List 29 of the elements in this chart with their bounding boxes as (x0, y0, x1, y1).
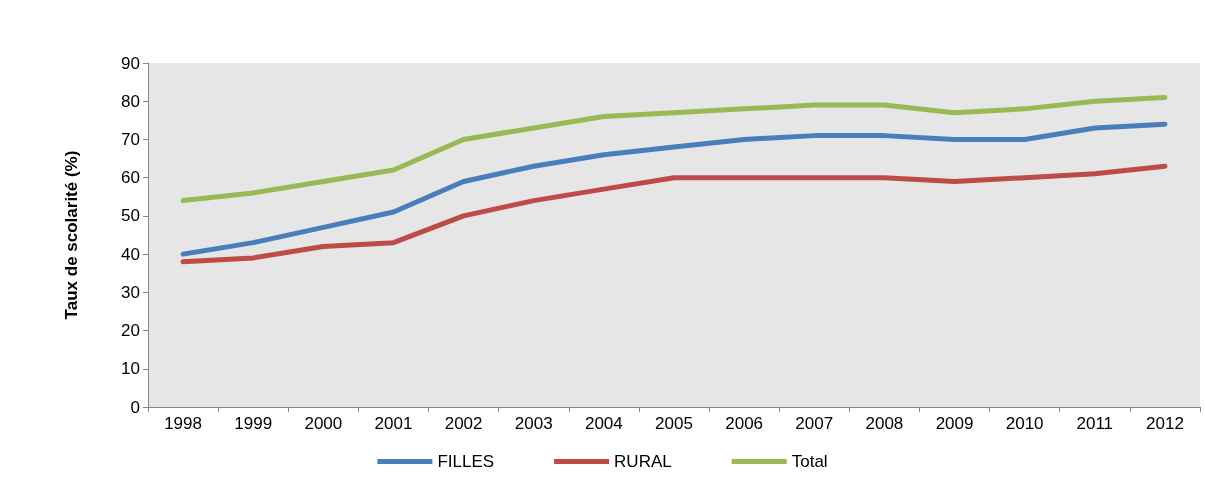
y-tick-label: 0 (130, 397, 140, 417)
y-tick-label: 50 (121, 206, 140, 226)
y-tick-label: 40 (121, 244, 140, 264)
x-tick-label: 2006 (725, 414, 764, 433)
x-tick-label: 2004 (584, 414, 623, 433)
x-tick-label: 2005 (655, 414, 693, 433)
x-tick-label: 1999 (234, 414, 273, 433)
y-axis-title: Taux de scolarité (%) (62, 150, 81, 320)
x-tick-label: 2011 (1076, 414, 1114, 433)
x-tick-label: 2003 (514, 414, 553, 433)
y-tick-label: 30 (121, 282, 140, 302)
x-tick-label: 2008 (865, 414, 904, 433)
legend-label: Total (791, 452, 828, 471)
x-tick-label: 2001 (374, 414, 413, 433)
y-tick-label: 10 (121, 359, 140, 379)
y-tick-label: 60 (121, 168, 140, 188)
x-tick-label: 2009 (935, 414, 974, 433)
x-tick-label: 1998 (164, 414, 202, 433)
x-tick-label: 2002 (444, 414, 483, 433)
x-tick-label: 2012 (1146, 414, 1184, 433)
legend-label: FILLES (437, 452, 495, 471)
x-tick-label: 2010 (1005, 414, 1044, 433)
x-tick-label: 2000 (304, 414, 343, 433)
y-tick-label: 80 (121, 91, 140, 111)
x-tick-label: 2007 (795, 414, 834, 433)
y-tick-label: 90 (121, 53, 140, 73)
legend-label: RURAL (614, 452, 672, 471)
y-tick-label: 20 (121, 321, 140, 341)
y-tick-label: 70 (121, 129, 140, 149)
